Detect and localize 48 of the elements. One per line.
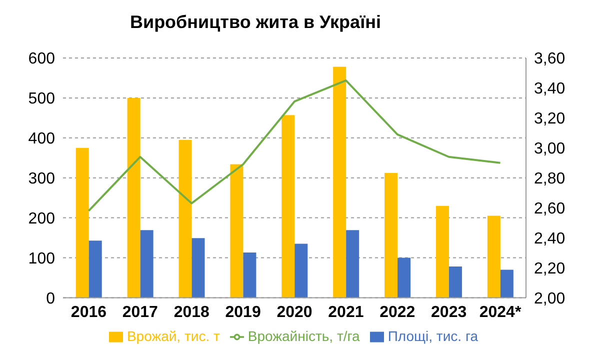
y-tick-label: 200 (28, 210, 56, 228)
bar (448, 266, 462, 298)
line-series (88, 79, 502, 212)
y2-tick-label: 3,40 (534, 80, 566, 98)
y2-tick-label: 2,80 (534, 170, 566, 188)
bar (282, 115, 295, 298)
y2-tick-label: 3,60 (534, 50, 566, 68)
legend-label: Врожайність, т/га (248, 328, 360, 344)
bar (500, 270, 514, 298)
bar (398, 258, 411, 298)
bar (127, 98, 140, 298)
x-tick-label: 2020 (276, 304, 312, 322)
bar (192, 238, 205, 298)
y2-tick-label: 2,20 (534, 260, 566, 278)
y-tick-label: 600 (28, 50, 56, 68)
y2-tick-label: 3,00 (534, 140, 566, 158)
y-tick-label: 100 (28, 250, 56, 268)
x-tick-label: 2024* (479, 304, 522, 322)
legend-label: Площі, тис. га (388, 328, 478, 344)
bar (230, 164, 244, 298)
bar (384, 173, 398, 298)
x-tick-label: 2023 (431, 304, 467, 322)
y-tick-label: 400 (28, 130, 56, 148)
x-tick-label: 2019 (225, 304, 261, 322)
bar (243, 252, 256, 298)
bar (346, 230, 360, 298)
y2-tick-label: 2,40 (534, 230, 566, 248)
chart-title: Виробництво жита в Україні (130, 12, 381, 33)
bar (436, 206, 449, 298)
x-tick-label: 2022 (380, 304, 416, 322)
bar (294, 244, 308, 298)
y-tick-label: 0 (46, 290, 56, 308)
x-tick-label: 2016 (70, 304, 107, 322)
bar (88, 240, 102, 298)
y-tick-label: 300 (28, 170, 56, 188)
legend-label: Врожай, тис. т (126, 328, 220, 344)
y2-tick-label: 2,00 (534, 290, 566, 308)
x-tick-label: 2018 (174, 304, 210, 322)
x-tick-label: 2021 (328, 304, 364, 322)
bar (487, 216, 500, 298)
bar (333, 66, 346, 298)
y2-tick-label: 2,60 (534, 200, 566, 218)
bar (140, 230, 154, 298)
x-tick-label: 2017 (122, 304, 158, 322)
bar (178, 140, 192, 298)
bar (76, 148, 89, 298)
y-tick-label: 500 (28, 90, 56, 108)
y2-tick-label: 3,20 (534, 110, 566, 128)
